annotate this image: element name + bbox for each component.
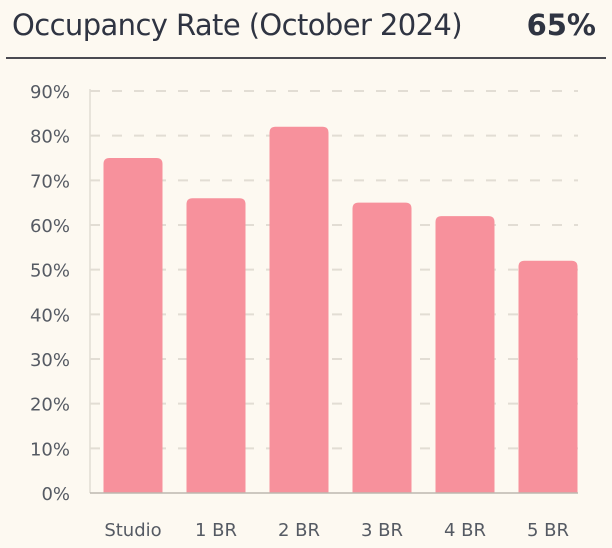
bar-1-br bbox=[186, 198, 246, 493]
y-tick-label: 20% bbox=[30, 395, 70, 416]
x-tick-label: 4 BR bbox=[444, 520, 486, 541]
x-tick-label: 5 BR bbox=[527, 520, 569, 541]
x-tick-label: 3 BR bbox=[361, 520, 403, 541]
y-tick-label: 10% bbox=[30, 439, 70, 460]
x-tick-label: 1 BR bbox=[195, 520, 237, 541]
y-tick-label: 90% bbox=[30, 82, 70, 103]
bars bbox=[103, 126, 578, 494]
bar-5-br bbox=[518, 260, 578, 493]
y-tick-label: 50% bbox=[30, 261, 70, 282]
y-tick-label: 0% bbox=[41, 484, 70, 505]
y-tick-label: 40% bbox=[30, 305, 70, 326]
kpi-value: 65% bbox=[526, 8, 596, 42]
grid-lines bbox=[89, 89, 578, 493]
chart-title: Occupancy Rate (October 2024) bbox=[12, 8, 463, 42]
bar-3-br bbox=[352, 202, 412, 493]
bar-4-br bbox=[435, 216, 495, 494]
x-tick-label: Studio bbox=[104, 520, 161, 541]
x-tick-label: 2 BR bbox=[278, 520, 320, 541]
y-tick-label: 60% bbox=[30, 216, 70, 237]
y-axis-ticks: 0% 10% 20% 30% 40% 50% 60% 70% 80% 90% bbox=[30, 82, 70, 505]
header-divider bbox=[6, 57, 606, 59]
bar-studio bbox=[103, 158, 163, 493]
y-tick-label: 70% bbox=[30, 171, 70, 192]
y-tick-label: 80% bbox=[30, 127, 70, 148]
x-axis-ticks: Studio 1 BR 2 BR 3 BR 4 BR 5 BR bbox=[104, 520, 569, 541]
bar-2-br bbox=[269, 126, 329, 493]
y-tick-label: 30% bbox=[30, 350, 70, 371]
